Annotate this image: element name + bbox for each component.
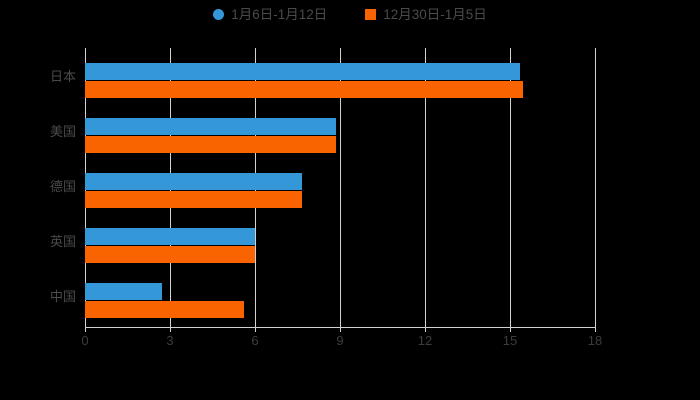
chart-legend: 1月6日-1月12日 12月30日-1月5日 — [0, 8, 700, 22]
x-axis-tick-label: 12 — [417, 333, 433, 348]
y-axis-label-2: 德国 — [49, 179, 76, 194]
gridline — [595, 48, 596, 327]
x-axis-tick-label: 15 — [502, 333, 518, 348]
bar-德国-series-0[interactable] — [85, 173, 302, 190]
bar-美国-series-1[interactable] — [85, 136, 336, 153]
tick-mark — [340, 327, 341, 332]
legend-label-series-1: 12月30日-1月5日 — [383, 7, 487, 22]
legend-label-series-0: 1月6日-1月12日 — [231, 7, 328, 22]
x-axis-tick-labels: 0 3 6 9 12 15 18 — [0, 334, 700, 354]
x-axis-tick-label: 3 — [166, 333, 174, 348]
tick-mark — [425, 327, 426, 332]
y-axis-label-3: 英国 — [49, 234, 76, 249]
x-axis-tick-label: 6 — [251, 333, 259, 348]
bar-中国-series-1[interactable] — [85, 301, 244, 318]
tick-mark — [85, 327, 86, 332]
bar-中国-series-0[interactable] — [85, 283, 162, 300]
x-axis-tick-label: 0 — [81, 333, 89, 348]
gridline — [340, 48, 341, 327]
y-axis-label-4: 中国 — [49, 289, 76, 304]
bar-德国-series-1[interactable] — [85, 191, 302, 208]
y-axis-label-1: 美国 — [49, 124, 76, 139]
gridline — [510, 48, 511, 327]
bar-英国-series-1[interactable] — [85, 246, 255, 263]
plot-area — [85, 48, 596, 327]
x-axis-tick-label: 18 — [587, 333, 603, 348]
legend-item-series-0[interactable]: 1月6日-1月12日 — [213, 8, 327, 22]
legend-item-series-1[interactable]: 12月30日-1月5日 — [365, 8, 487, 22]
y-axis-label-0: 日本 — [49, 69, 76, 84]
square-marker-icon — [365, 9, 377, 21]
bar-英国-series-0[interactable] — [85, 228, 255, 245]
bar-日本-series-1[interactable] — [85, 81, 523, 98]
x-axis-tick-label: 9 — [336, 333, 344, 348]
y-axis-labels: 日本 美国 德国 英国 中国 — [0, 48, 76, 327]
tick-mark — [255, 327, 256, 332]
tick-mark — [170, 327, 171, 332]
bar-美国-series-0[interactable] — [85, 118, 336, 135]
circle-marker-icon — [213, 9, 225, 21]
gridline — [425, 48, 426, 327]
bar-日本-series-0[interactable] — [85, 63, 520, 80]
tick-mark — [595, 327, 596, 332]
tick-mark — [510, 327, 511, 332]
